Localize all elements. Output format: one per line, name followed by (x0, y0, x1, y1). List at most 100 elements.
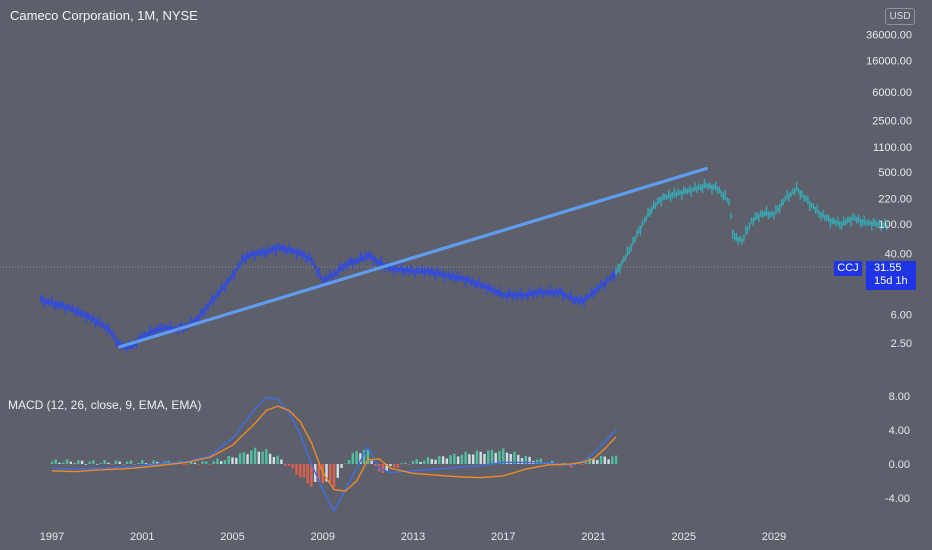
y-tick-label: 16000.00 (866, 56, 912, 68)
macd-histogram-bar (99, 463, 103, 464)
macd-histogram-bar (88, 461, 91, 464)
macd-histogram-bar (385, 464, 388, 472)
signal-line (51, 405, 617, 492)
macd-histogram-bar (272, 457, 276, 464)
macd-histogram-bar (449, 455, 452, 464)
macd-histogram-bar (325, 464, 328, 482)
macd-histogram-bar (603, 456, 606, 464)
macd-histogram-bar (302, 464, 306, 478)
macd-histogram-bar (84, 463, 88, 465)
y-tick-label: 500.00 (878, 167, 912, 179)
y-tick-label: 36000.00 (866, 29, 912, 41)
y-tick-label: 1100.00 (873, 142, 912, 154)
macd-histogram-bar (107, 462, 110, 464)
macd-histogram-bar (441, 456, 445, 464)
macd-histogram-bar (370, 460, 373, 464)
macd-histogram-bar (62, 462, 65, 464)
macd-histogram-bar (257, 451, 261, 464)
macd-histogram-bar (189, 461, 193, 464)
bar-countdown: 15d 1h (874, 275, 908, 287)
macd-histogram-bar (306, 464, 309, 484)
macd-histogram-bar (513, 451, 516, 464)
macd-histogram-bar (487, 450, 490, 464)
macd-y-tick-label: 8.00 (889, 391, 910, 403)
macd-line (52, 396, 617, 513)
macd-histogram-bar (336, 464, 339, 478)
macd-histogram-bar (498, 450, 501, 464)
x-tick-label: 2025 (672, 531, 696, 543)
macd-histogram-bar (231, 457, 234, 464)
currency-button[interactable]: USD (885, 8, 915, 25)
macd-histogram-bar (535, 459, 539, 464)
macd-histogram-bar (298, 464, 302, 478)
macd-histogram-bar (208, 464, 212, 465)
trend-line (118, 166, 708, 349)
macd-histogram-bar (456, 456, 460, 464)
macd-histogram-bar (295, 464, 298, 476)
x-tick-label: 2013 (401, 531, 425, 543)
macd-histogram-bar (227, 455, 230, 464)
macd-histogram-bar (159, 464, 163, 465)
macd-histogram-bar (596, 460, 599, 464)
x-tick-label: 2029 (762, 531, 786, 543)
macd-histogram-bar (332, 464, 336, 488)
macd-histogram-bar (137, 462, 140, 464)
macd-histogram-bar (58, 462, 61, 464)
macd-histogram-bar (280, 459, 283, 464)
macd-histogram-bar (434, 459, 437, 464)
x-tick-label: 1997 (40, 531, 64, 543)
macd-histogram-bar (423, 460, 426, 464)
macd-histogram-bar (505, 452, 509, 464)
macd-histogram-bar (607, 459, 610, 464)
macd-histogram-bar (238, 453, 242, 464)
macd-histogram-bar (197, 464, 200, 465)
ticker-badge: CCJ (834, 261, 862, 276)
macd-histogram-bar (426, 457, 430, 464)
macd-histogram-bar (291, 464, 294, 469)
macd-y-tick-label: 4.00 (889, 425, 910, 437)
macd-histogram-bar (539, 458, 543, 464)
macd-histogram-bar (216, 458, 219, 464)
macd-histogram-bar (250, 450, 253, 464)
macd-histogram-bar (126, 461, 129, 464)
macd-histogram-bar (92, 460, 95, 464)
y-tick-label: 6000.00 (872, 87, 912, 99)
macd-histogram-bar (344, 463, 347, 465)
macd-histogram-bar (408, 464, 411, 465)
x-tick-label: 2001 (130, 531, 154, 543)
macd-histogram-bar (69, 461, 73, 464)
macd-histogram-bar (411, 461, 415, 464)
macd-histogram-bar (186, 464, 189, 465)
macd-histogram-bar (438, 455, 441, 464)
macd-histogram-bar (355, 451, 358, 464)
macd-histogram-bar (141, 460, 144, 464)
macd-pane[interactable] (50, 396, 618, 513)
macd-histogram-bar (220, 461, 223, 464)
macd-histogram-bar (460, 454, 464, 464)
macd-histogram-bar (351, 452, 355, 464)
macd-histogram-bar (287, 464, 291, 466)
macd-histogram-bar (265, 449, 268, 464)
macd-histogram-bar (483, 453, 486, 464)
macd-histogram-bar (50, 461, 54, 464)
macd-histogram-bar (276, 455, 279, 464)
macd-histogram-bar (246, 454, 249, 464)
macd-histogram-bar (475, 450, 479, 464)
macd-y-tick-label: -4.00 (885, 493, 910, 505)
macd-histogram-bar (144, 463, 148, 464)
last-price-value: 31.55 (874, 262, 902, 274)
macd-histogram-bar (374, 464, 377, 466)
y-tick-label: 6.00 (891, 310, 912, 322)
macd-histogram-bar (152, 460, 155, 464)
macd-histogram-bar (415, 459, 418, 464)
macd-histogram-bar (54, 459, 57, 464)
macd-histogram-bar (253, 447, 257, 464)
macd-histogram-bar (520, 458, 524, 464)
macd-indicator-label[interactable]: MACD (12, 26, close, 9, EMA, EMA) (8, 398, 202, 412)
macd-histogram-bar (329, 464, 332, 483)
macd-histogram-bar (581, 464, 584, 465)
macd-histogram-bar (65, 459, 69, 464)
price-pane[interactable] (40, 166, 889, 353)
macd-histogram-bar (204, 461, 208, 464)
